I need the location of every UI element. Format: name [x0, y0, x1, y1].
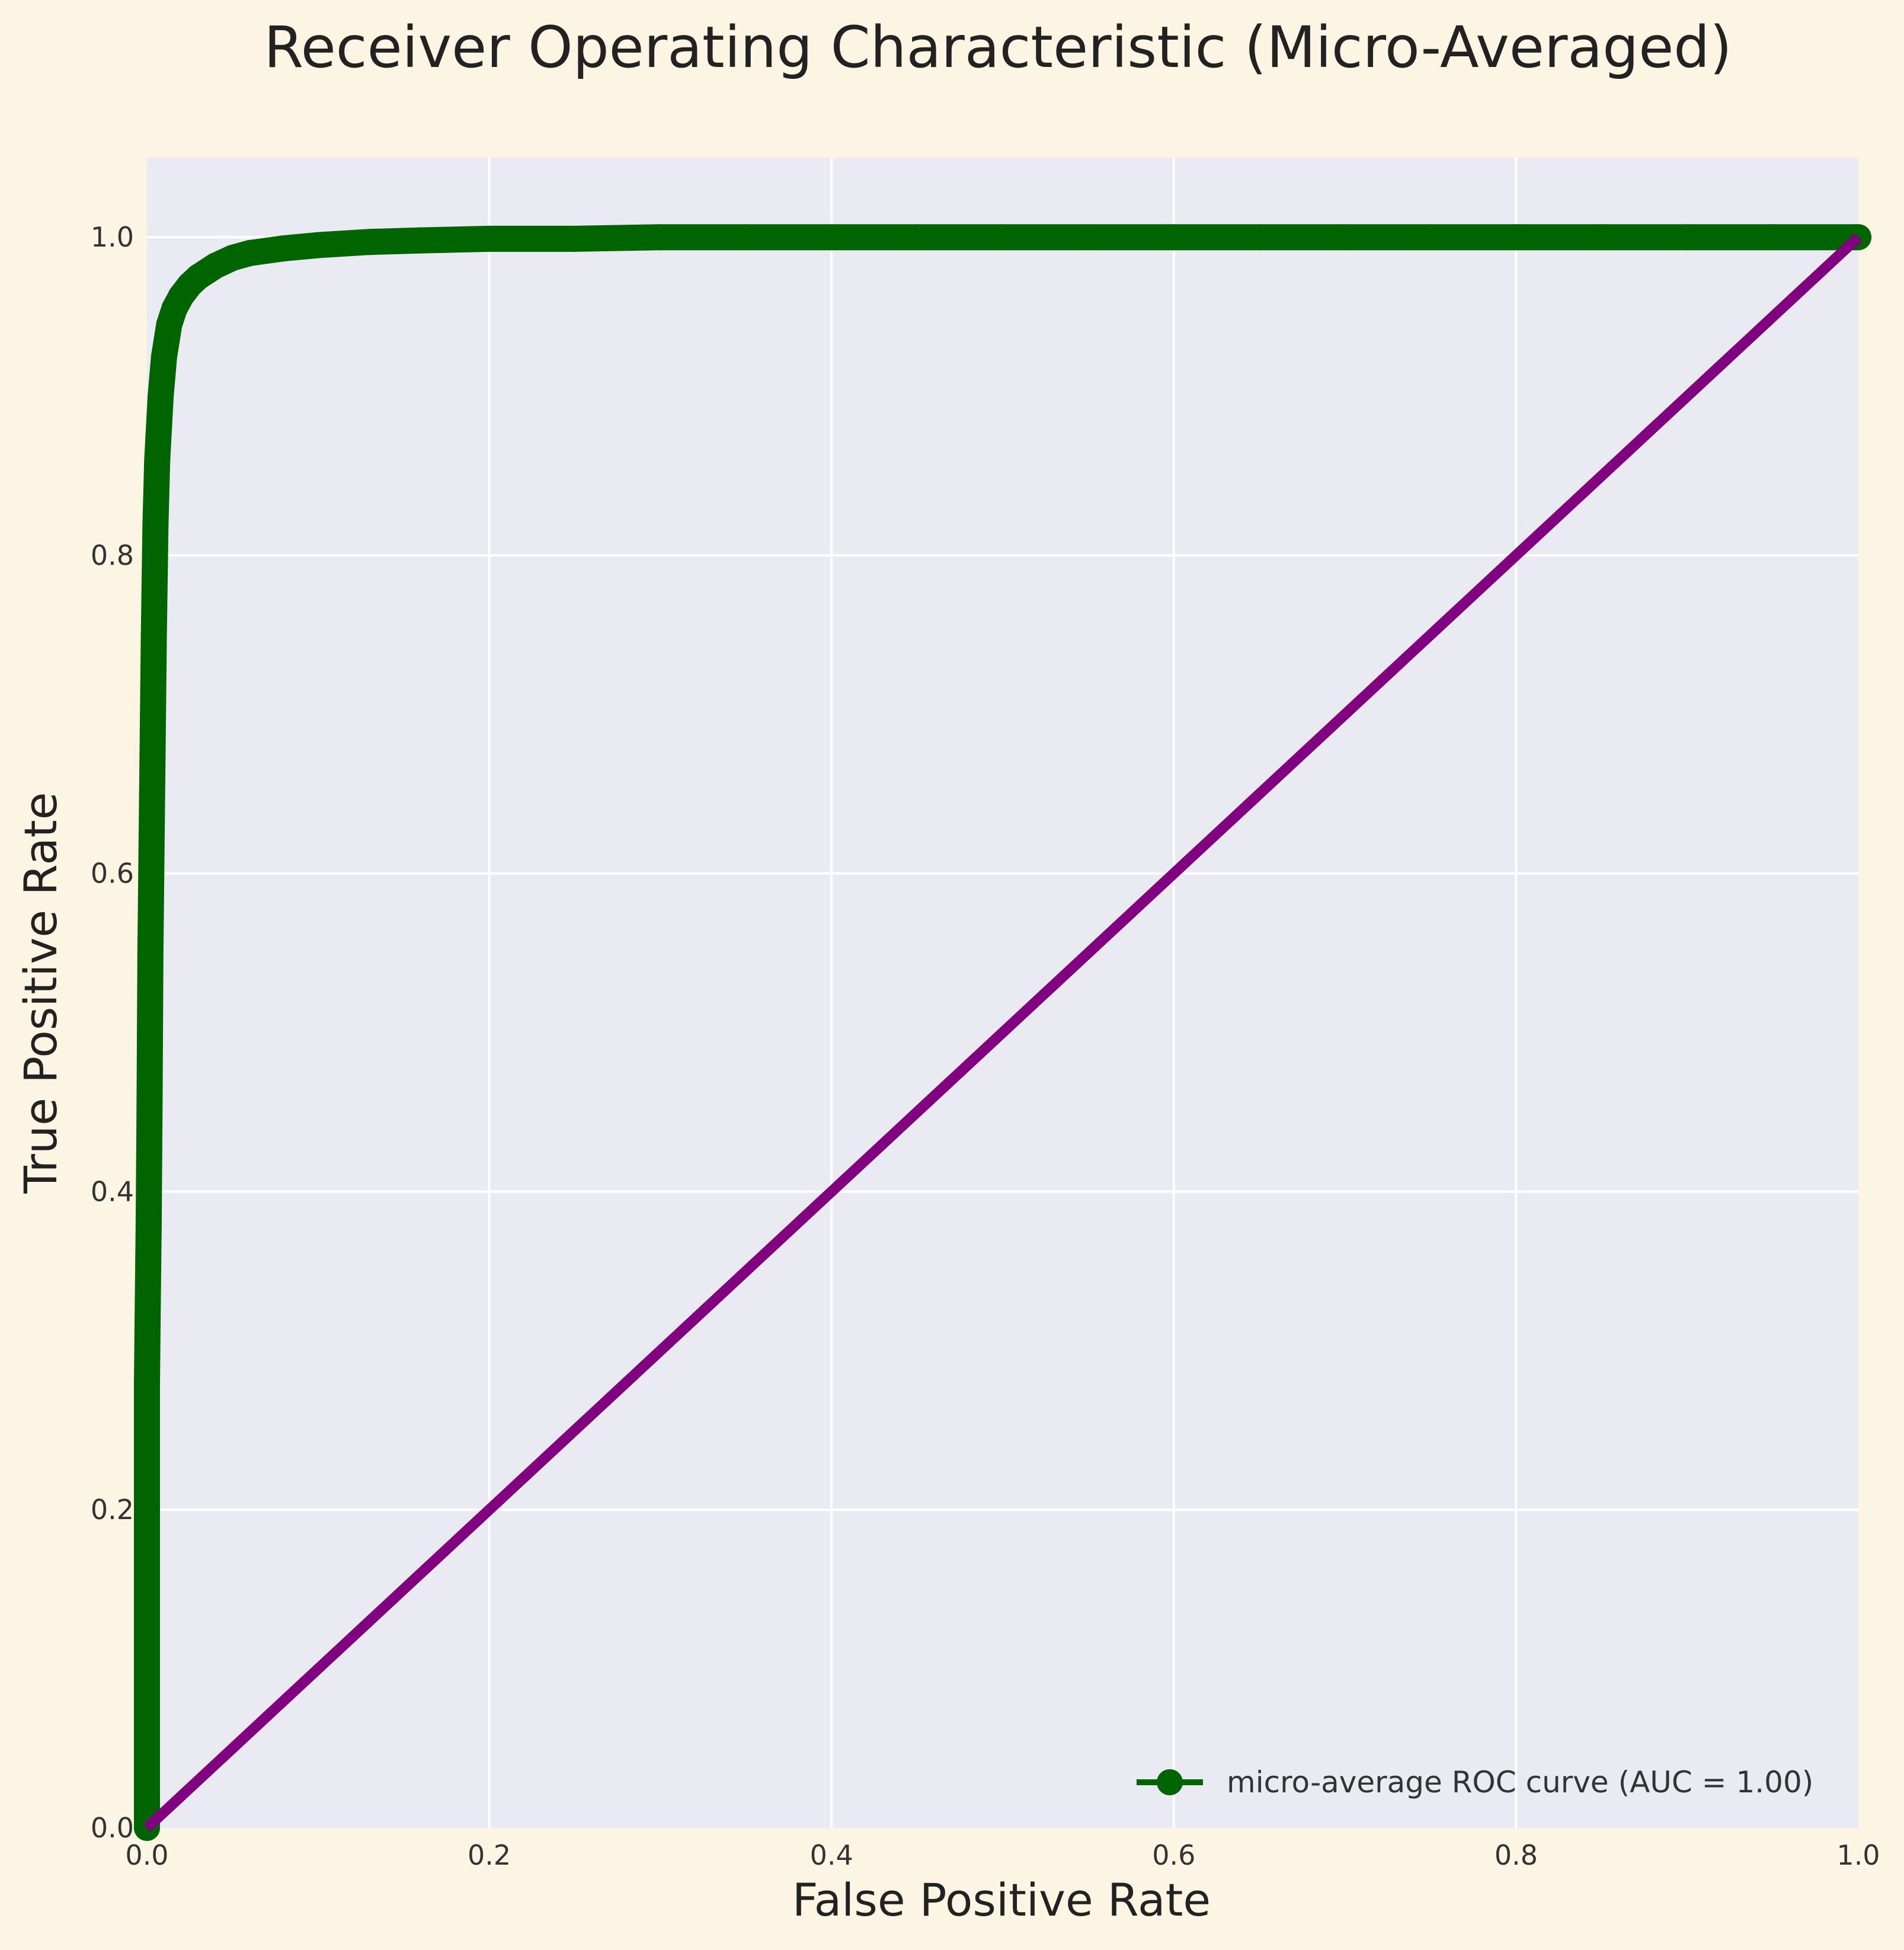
y-tick-label: 1.0: [91, 221, 134, 253]
roc-curve-point: [818, 224, 845, 251]
y-tick-label: 0.6: [91, 858, 134, 890]
legend-marker: [1157, 1769, 1183, 1795]
roc-curve-point: [1674, 224, 1701, 251]
x-tick-label: 0.8: [1495, 1839, 1538, 1871]
roc-curve-point: [990, 224, 1016, 251]
y-tick-labels: 0.0 0.2 0.4 0.6 0.8 1.0: [91, 221, 134, 1844]
x-tick-label: 0.0: [125, 1839, 168, 1871]
y-tick-label: 0.0: [91, 1812, 134, 1844]
roc-curve-point: [236, 240, 263, 267]
x-tick-label: 0.6: [1152, 1839, 1195, 1871]
x-tick-label: 1.0: [1836, 1839, 1880, 1871]
chart-title: Receiver Operating Characteristic (Micro…: [264, 14, 1732, 81]
roc-curve-point: [139, 781, 165, 807]
roc-curve-point: [140, 622, 167, 648]
roc-curve-line: [134, 224, 1871, 1841]
y-axis-label: True Positive Rate: [14, 792, 67, 1194]
plot-background: [147, 158, 1858, 1828]
y-tick-label: 0.2: [91, 1494, 134, 1526]
roc-curve-point: [137, 939, 164, 966]
roc-curve-point: [151, 343, 177, 370]
roc-curve-point: [1588, 224, 1615, 251]
chance-diagonal-line: [143, 233, 1863, 1832]
y-tick-label: 0.8: [91, 539, 134, 571]
legend-label: micro-average ROC curve (AUC = 1.00): [1227, 1765, 1813, 1799]
roc-curve-point: [732, 224, 759, 251]
roc-curve-point: [135, 1290, 161, 1316]
roc-curve-point: [356, 229, 383, 255]
roc-curve-point: [1759, 224, 1786, 251]
roc-curve-point: [305, 232, 331, 258]
roc-curve-point: [134, 1433, 160, 1459]
roc-curve-point: [1503, 224, 1529, 251]
roc-curve-point: [144, 446, 171, 473]
roc-curve-point: [271, 235, 297, 261]
roc-curve-point: [408, 227, 434, 254]
roc-curve-point: [136, 1099, 163, 1126]
roc-curve-point: [135, 1210, 162, 1237]
roc-curve-point: [1246, 224, 1273, 251]
roc-curve-point: [1160, 224, 1187, 251]
roc-curve-point: [1417, 224, 1444, 251]
x-axis-label: False Positive Rate: [792, 1874, 1211, 1926]
roc-curve-point: [142, 510, 169, 537]
x-tick-label: 0.2: [468, 1839, 511, 1871]
legend: micro-average ROC curve (AUC = 1.00): [1137, 1765, 1813, 1799]
roc-curve-point: [148, 383, 174, 410]
x-tick-label: 0.4: [810, 1839, 853, 1871]
roc-curve-point: [1075, 224, 1102, 251]
roc-curve-point: [904, 224, 930, 251]
roc-curve-point: [476, 225, 503, 252]
x-tick-labels: 0.0 0.2 0.4 0.6 0.8 1.0: [125, 1839, 1880, 1871]
roc-curve-point: [1332, 224, 1358, 251]
roc-curve-point: [647, 224, 674, 251]
series-group: [134, 224, 1871, 1841]
roc-curve-point: [134, 1369, 160, 1396]
y-tick-label: 0.4: [91, 1175, 134, 1207]
roc-curve-point: [562, 225, 588, 252]
